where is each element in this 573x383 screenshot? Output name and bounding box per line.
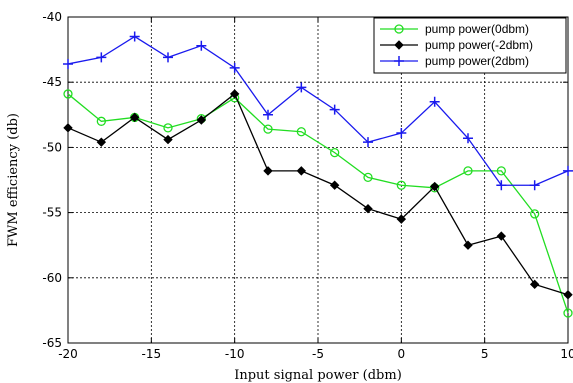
- y-tick-label: -55: [42, 206, 62, 220]
- y-tick-label: -65: [42, 336, 62, 350]
- data-point: [96, 52, 107, 63]
- data-point: [296, 82, 307, 93]
- data-point: [363, 137, 373, 148]
- series-3: [63, 31, 573, 191]
- data-point: [463, 166, 473, 176]
- x-axis-label: Input signal power (dbm): [234, 368, 402, 383]
- data-point: [463, 133, 473, 144]
- data-point: [529, 279, 540, 290]
- legend: pump power(0dbm) pump power(-2dbm) pump po…: [373, 17, 567, 74]
- data-point: [396, 214, 407, 224]
- legend-marker: [394, 56, 404, 66]
- y-tick-label: -40: [42, 10, 62, 24]
- series-1: [63, 89, 573, 318]
- data-point: [129, 112, 140, 123]
- data-point: [429, 96, 440, 107]
- x-tick-label: 0: [398, 347, 406, 361]
- data-point: [496, 180, 507, 191]
- data-point: [329, 180, 340, 190]
- data-point: [329, 104, 340, 115]
- data-point: [396, 180, 406, 190]
- data-point: [330, 147, 340, 158]
- x-tick-label: -5: [312, 347, 324, 361]
- data-point: [563, 308, 573, 318]
- data-point: [530, 209, 540, 219]
- y-tick-label: -45: [42, 75, 62, 89]
- data-point: [96, 137, 107, 147]
- legend-label: pump power(-2dbm): [425, 38, 533, 52]
- data-point: [63, 89, 73, 99]
- data-point: [196, 40, 207, 51]
- data-point: [363, 172, 373, 183]
- data-point: [229, 89, 240, 99]
- data-point: [496, 231, 507, 241]
- data-point: [363, 203, 373, 214]
- data-point: [563, 290, 573, 300]
- x-tick-label: -15: [142, 347, 162, 361]
- data-point: [263, 166, 273, 176]
- data-point: [163, 134, 173, 145]
- x-tick-label: 10: [560, 347, 573, 361]
- x-tick-label: 5: [481, 347, 489, 361]
- legend-marker: [394, 40, 404, 50]
- data-point: [529, 180, 540, 191]
- legend-label: pump power(0dbm): [425, 22, 529, 36]
- data-point: [296, 166, 307, 176]
- data-point: [229, 62, 240, 73]
- series-line: [67, 93, 569, 314]
- series-group: [63, 31, 573, 318]
- series-line: [67, 35, 569, 186]
- data-point: [163, 123, 173, 133]
- data-point: [463, 240, 473, 250]
- data-point: [263, 109, 273, 120]
- data-point: [63, 58, 73, 69]
- data-point: [196, 115, 207, 125]
- x-tick-label: -20: [58, 347, 78, 361]
- data-point: [296, 127, 306, 137]
- data-point: [63, 123, 73, 133]
- data-point: [129, 31, 140, 42]
- data-point: [96, 116, 106, 126]
- x-tick-label: -10: [225, 347, 245, 361]
- series-2: [63, 89, 573, 300]
- y-tick-label: -60: [42, 271, 62, 285]
- data-point: [563, 165, 573, 176]
- data-point: [263, 124, 273, 134]
- legend-marker: [394, 24, 404, 34]
- data-point: [163, 52, 173, 63]
- data-point: [496, 166, 506, 176]
- y-tick-label: -50: [42, 140, 62, 154]
- series-line: [67, 92, 569, 296]
- data-point: [396, 128, 407, 139]
- legend-label: pump power(2dbm): [425, 54, 529, 68]
- data-point: [429, 181, 440, 192]
- y-axis-label: FWM efficiency (db): [6, 113, 21, 247]
